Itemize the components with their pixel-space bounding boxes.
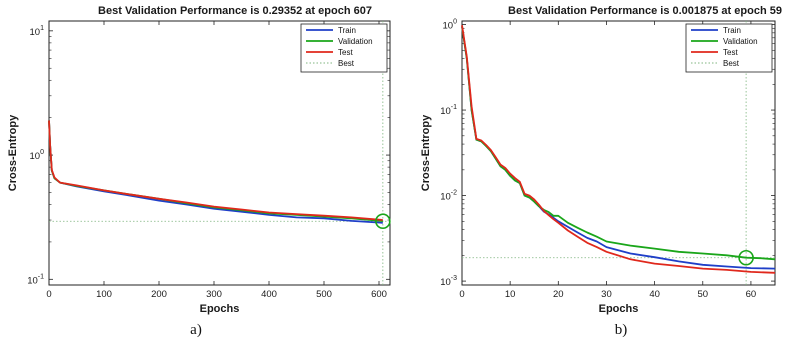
- x-tick-label: 0: [459, 289, 464, 300]
- subplot-label: a): [190, 322, 202, 338]
- legend-label: Train: [723, 26, 741, 35]
- x-tick-label: 20: [553, 289, 564, 300]
- x-tick-label: 600: [371, 289, 387, 300]
- x-tick-label: 200: [151, 289, 167, 300]
- x-tick-label: 60: [746, 289, 757, 300]
- x-tick-label: 10: [505, 289, 516, 300]
- legend-label: Train: [338, 26, 356, 35]
- x-tick-label: 30: [601, 289, 612, 300]
- legend: Train Validation Test Best: [300, 23, 388, 73]
- subplot-label: b): [615, 322, 628, 338]
- series-line-test: [48, 120, 383, 221]
- legend-box: [300, 23, 388, 73]
- y-tick-label: 10-1: [27, 273, 44, 286]
- legend: Train Validation Test Best: [685, 23, 773, 73]
- legend-label: Validation: [338, 37, 373, 46]
- chart-title: Best Validation Performance is 0.001875 …: [508, 5, 782, 17]
- chart-panel-a: Best Validation Performance is 0.29352 a…: [7, 5, 391, 338]
- y-tick-label: 100: [443, 19, 458, 32]
- x-tick-label: 50: [697, 289, 708, 300]
- legend-label: Best: [338, 59, 355, 68]
- chart-panel-b: Best Validation Performance is 0.001875 …: [420, 5, 782, 338]
- x-tick-label: 40: [649, 289, 660, 300]
- y-tick-label: 10-3: [440, 275, 457, 288]
- y-tick-label: 100: [30, 149, 45, 162]
- best-marker: [738, 249, 754, 266]
- x-axis-label: Epochs: [599, 303, 639, 315]
- legend-label: Test: [338, 48, 353, 57]
- best-marker: [375, 213, 391, 230]
- x-tick-label: 400: [261, 289, 277, 300]
- y-axis-label: Cross-Entropy: [420, 114, 432, 191]
- x-tick-label: 100: [96, 289, 112, 300]
- x-tick-label: 0: [46, 289, 51, 300]
- x-axis-label: Epochs: [200, 303, 240, 315]
- chart-title: Best Validation Performance is 0.29352 a…: [98, 5, 372, 17]
- y-tick-label: 10-1: [440, 104, 457, 117]
- x-tick-label: 500: [316, 289, 332, 300]
- legend-box: [685, 23, 773, 73]
- series-line-test: [461, 25, 776, 274]
- legend-label: Best: [723, 59, 740, 68]
- y-tick-label: 10-2: [440, 190, 457, 203]
- y-axis-label: Cross-Entropy: [7, 114, 19, 191]
- y-tick-label: 101: [30, 25, 45, 38]
- legend-label: Validation: [723, 37, 758, 46]
- x-tick-label: 300: [206, 289, 222, 300]
- legend-label: Test: [723, 48, 738, 57]
